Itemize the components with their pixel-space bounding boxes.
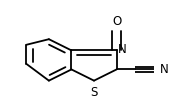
Text: O: O <box>112 15 121 28</box>
Text: S: S <box>90 86 98 99</box>
Text: N: N <box>118 43 126 56</box>
Text: N: N <box>160 63 169 76</box>
